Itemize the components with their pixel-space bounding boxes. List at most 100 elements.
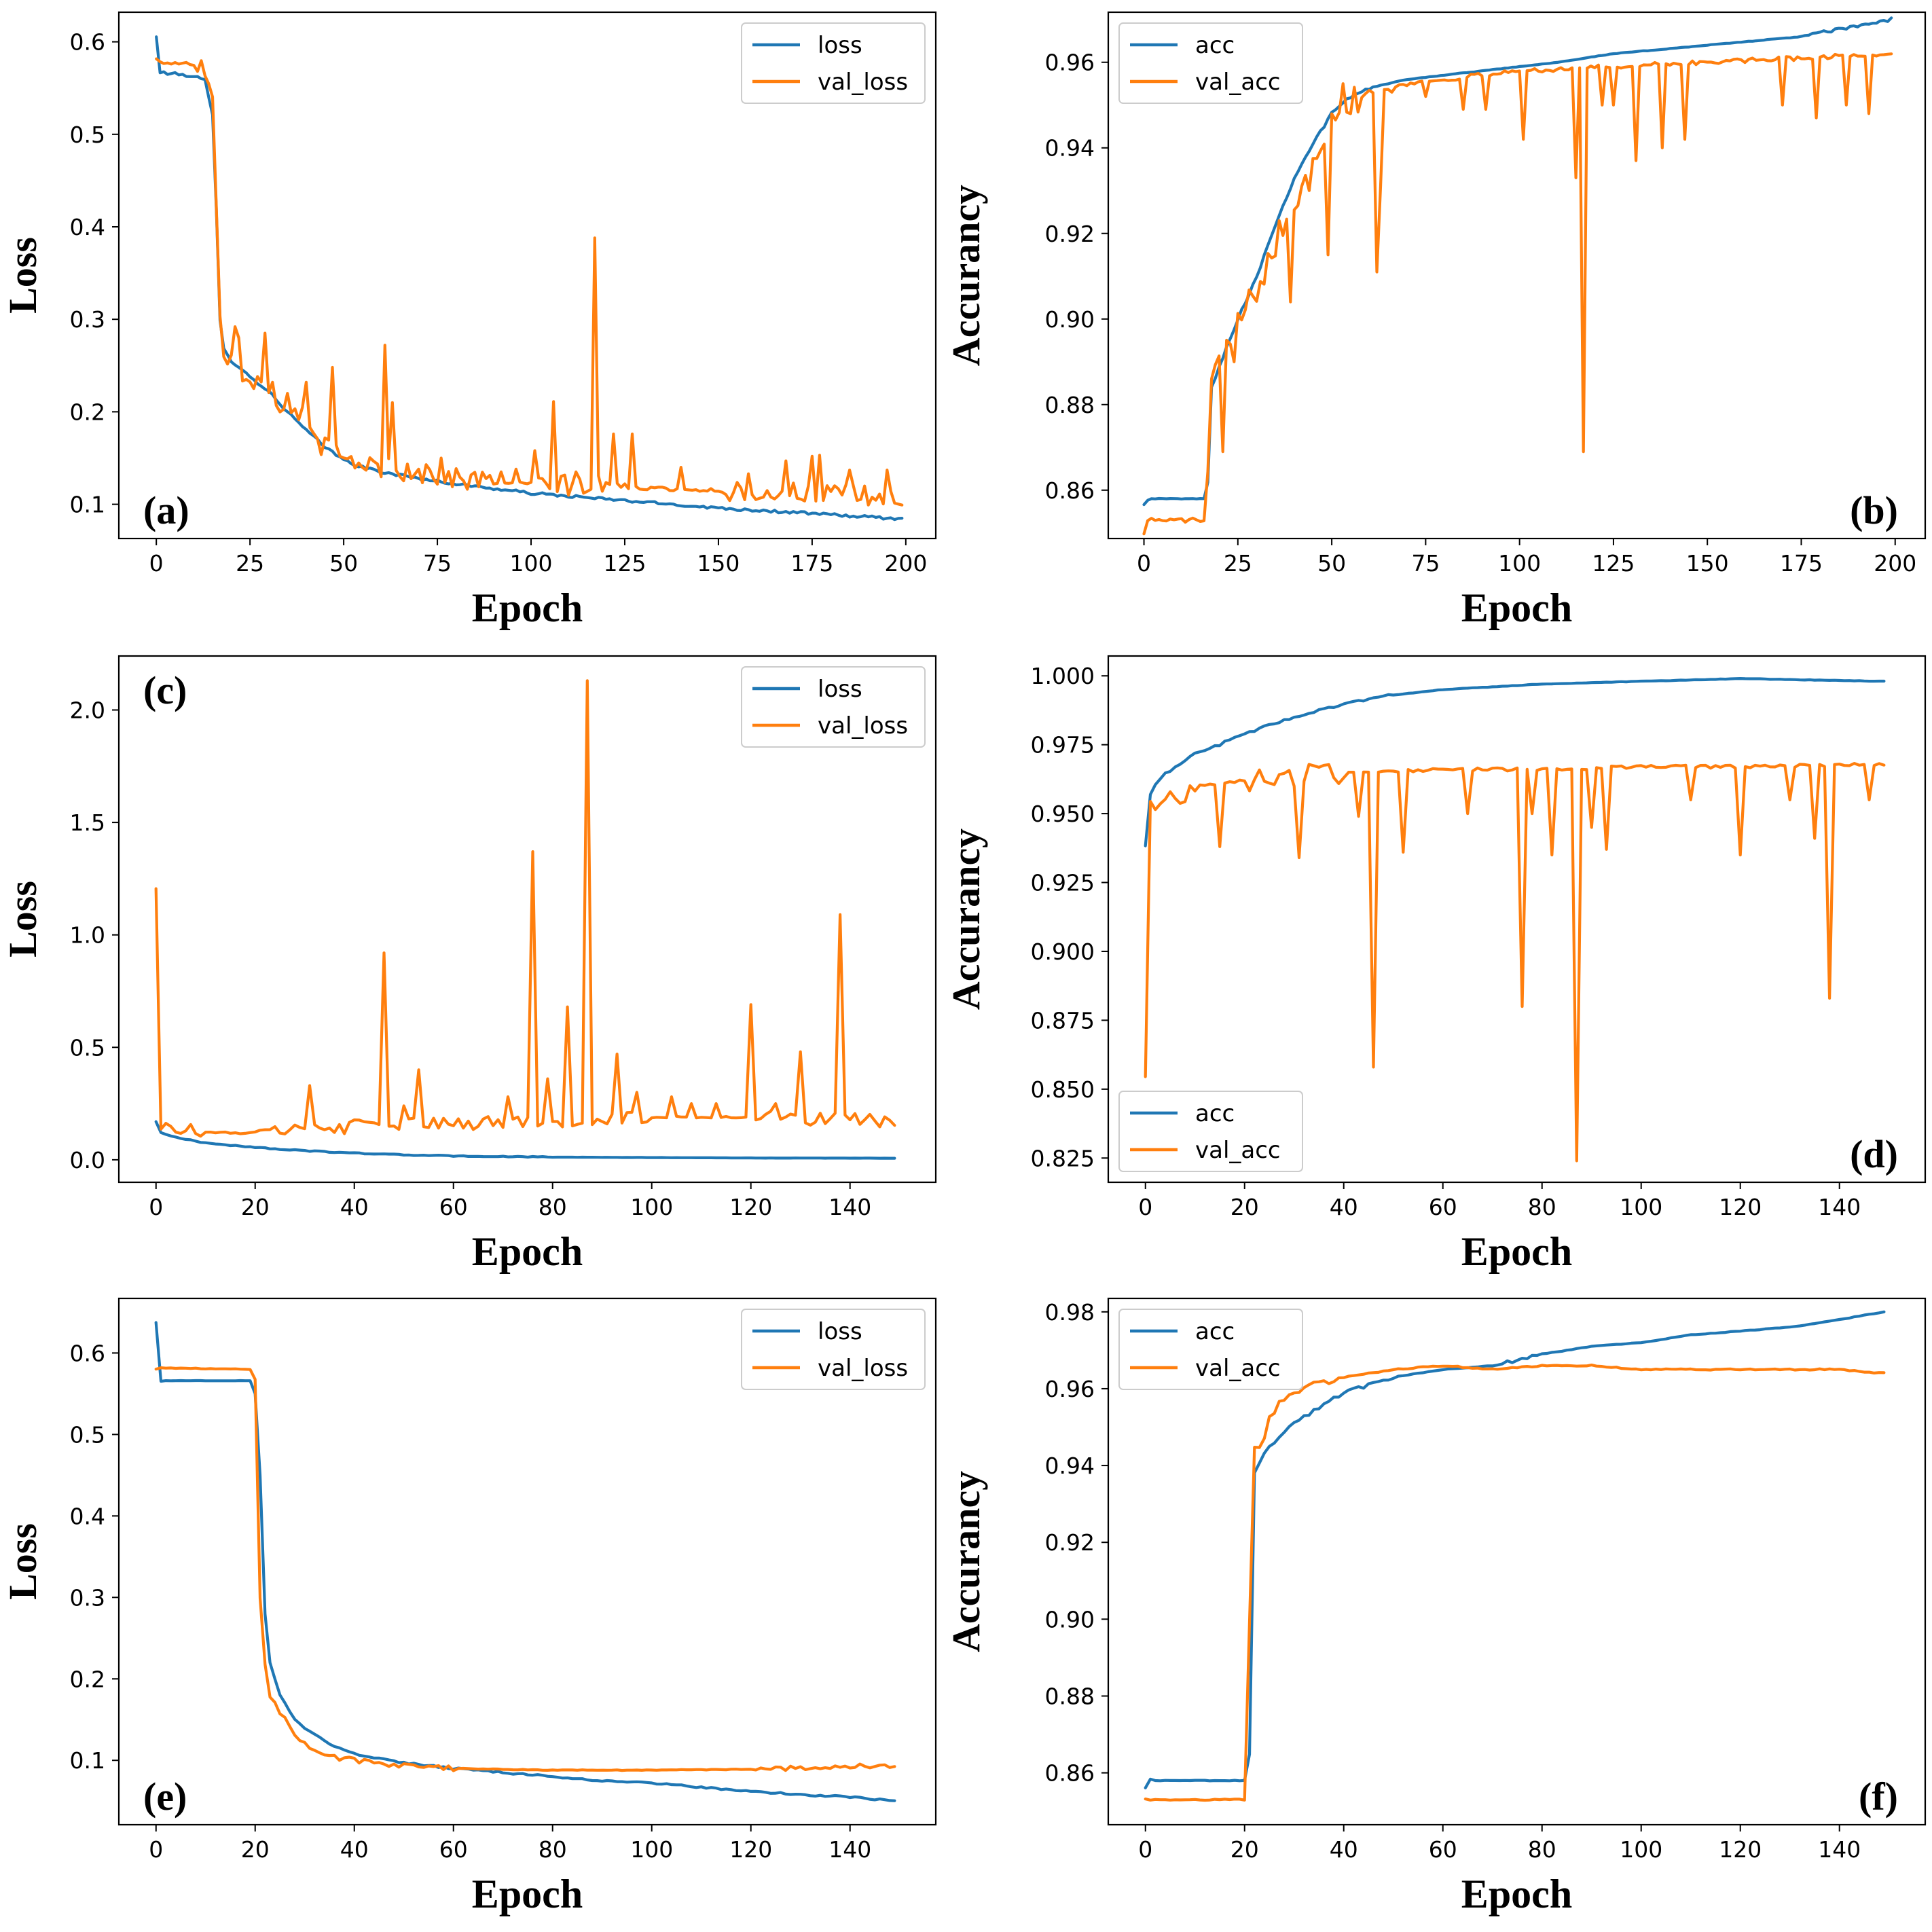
series-line-loss [155,35,904,522]
legend-label-val-loss: val_loss [818,69,908,96]
axes-frame [1107,1297,1927,1826]
x-tick-label: 20 [1231,1836,1259,1863]
series-line-acc [1142,16,1893,507]
legend: acc val_acc [1118,1309,1303,1390]
panel-label: (a) [143,488,189,532]
legend: loss val_loss [741,22,926,104]
y-tick-label: 0.98 [1045,1299,1095,1326]
y-tick-label: 0.86 [1045,477,1095,504]
legend: loss val_loss [741,666,926,748]
y-axis-label: Accurancy [944,828,988,1010]
subplot-e: 0 20 40 60 80 100 120 140 0.1 0.2 0.3 0.4 0.5 0.6 Epoc… [1,1297,937,1916]
panel-label: (d) [1850,1132,1898,1176]
x-tick-label: 80 [1528,1194,1556,1220]
x-tick-label: 40 [340,1194,369,1220]
legend-label-loss: loss [818,32,862,59]
x-axis-label: Epoch [1461,585,1572,630]
y-tick-label: 0.975 [1031,732,1095,759]
x-tick-label: 0 [149,1194,163,1220]
axes-frame [1107,655,1927,1184]
legend-box [741,1309,926,1390]
y-tick-label: 0.5 [70,1421,105,1448]
x-tick-label: 50 [1317,550,1346,577]
y-tick-label: 0.900 [1031,938,1095,965]
axes-frame [1107,11,1927,540]
y-tick-label: 0.825 [1031,1145,1095,1171]
x-tick-label: 140 [828,1836,871,1863]
y-tick-label: 0.0 [70,1147,105,1173]
x-tick-label: 20 [1231,1194,1259,1220]
y-tick-label: 1.5 [70,809,105,836]
x-tick-label: 100 [1498,550,1541,577]
y-tick-label: 0.92 [1045,1529,1095,1556]
legend-label-val-loss: val_loss [818,1355,908,1382]
x-tick-label: 40 [1330,1194,1358,1220]
series-line-acc [1144,677,1886,847]
y-axis-label: Loss [1,1523,45,1600]
y-tick-label: 0.88 [1045,392,1095,418]
y-axis-label: Accurancy [944,185,988,366]
subplot-f: 0 20 40 60 80 100 120 140 0.86 0.88 0.90 0.92 0.94 0.… [944,1297,1927,1916]
x-tick-label: 0 [1138,1836,1152,1863]
x-tick-label: 25 [236,550,264,577]
y-tick-label: 0.96 [1045,1376,1095,1402]
legend: loss val_loss [741,1309,926,1390]
y-tick-label: 2.0 [70,697,105,723]
legend-label-val-acc: val_acc [1195,1137,1281,1164]
x-axis-label: Epoch [472,1872,583,1916]
x-tick-label: 0 [149,550,164,577]
x-tick-label: 125 [1592,550,1635,577]
x-tick-label: 120 [1719,1836,1762,1863]
y-tick-label: 0.5 [70,122,105,148]
x-tick-label: 40 [340,1836,369,1863]
x-tick-label: 140 [828,1194,871,1220]
x-tick-label: 20 [241,1836,270,1863]
x-axis-label: Epoch [1461,1872,1572,1916]
legend-box [1118,1091,1303,1172]
subplot-a: 0 25 50 75 100 125 150 175 200 0.1 0.2 0.3 0.4 0.5 0.6… [1,11,937,630]
y-tick-label: 0.875 [1031,1007,1095,1034]
axes-frame [117,655,937,1184]
y-tick-label: 0.4 [70,1503,105,1529]
legend-label-val-acc: val_acc [1195,1355,1281,1382]
x-tick-label: 0 [1137,550,1151,577]
y-tick-label: 0.94 [1045,1453,1095,1479]
series-line-val-acc [1144,762,1886,1163]
legend-label-acc: acc [1195,1318,1235,1345]
x-tick-label: 0 [1138,1194,1152,1220]
y-tick-label: 0.6 [70,29,105,56]
x-tick-label: 100 [1620,1836,1662,1863]
x-tick-label: 140 [1818,1836,1861,1863]
x-tick-label: 60 [1429,1836,1457,1863]
y-axis-label: Loss [1,237,45,314]
series-line-loss [154,1120,896,1160]
x-tick-label: 150 [1686,550,1729,577]
x-axis-label: Epoch [472,1229,583,1274]
y-tick-label: 1.000 [1031,663,1095,689]
legend: acc val_acc [1118,22,1303,104]
x-tick-label: 75 [423,550,452,577]
y-tick-label: 0.94 [1045,135,1095,162]
axes-frame [117,1297,937,1826]
x-tick-label: 140 [1818,1194,1861,1220]
legend-box [1118,22,1303,104]
y-tick-label: 0.2 [70,1666,105,1692]
y-tick-label: 0.850 [1031,1076,1095,1103]
y-axis-label: Accurancy [944,1471,988,1652]
y-tick-label: 0.3 [70,306,105,333]
legend-label-val-loss: val_loss [818,712,908,740]
x-tick-label: 150 [697,550,740,577]
x-tick-label: 80 [539,1836,567,1863]
x-tick-label: 120 [729,1194,772,1220]
legend-box [741,22,926,104]
subplot-b: 0 25 50 75 100 125 150 175 200 0.86 0.88 0.90 0.92 0.… [944,11,1927,630]
panel-label: (c) [143,668,187,712]
x-tick-label: 100 [630,1194,673,1220]
y-tick-label: 0.1 [70,492,105,518]
x-tick-label: 25 [1224,550,1252,577]
subplot-d: 0 20 40 60 80 100 120 140 0.825 0.850 0.875 0.900 0.… [944,655,1927,1274]
y-tick-label: 0.2 [70,399,105,425]
legend-label-loss: loss [818,1318,862,1345]
y-tick-label: 0.90 [1045,1606,1095,1633]
y-tick-label: 0.925 [1031,870,1095,896]
